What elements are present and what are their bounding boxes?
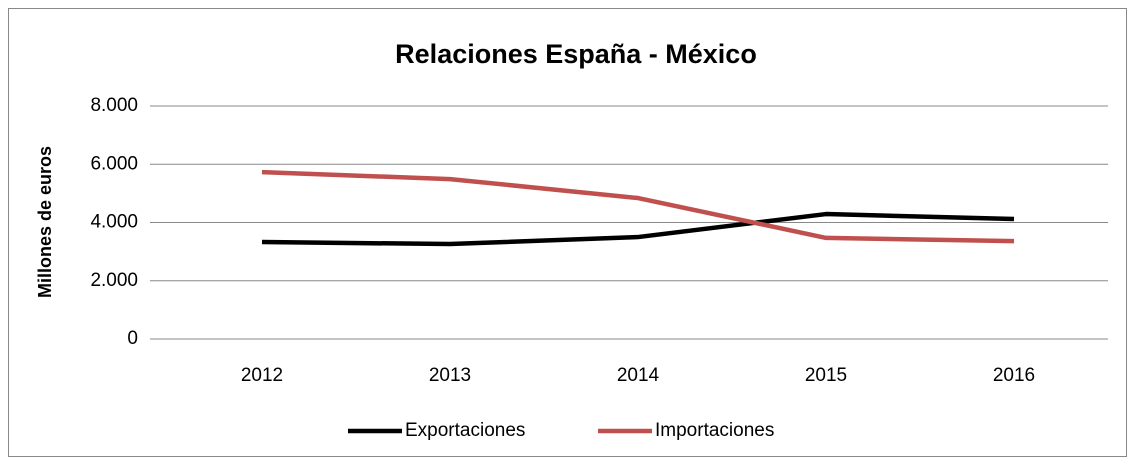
legend-label: Exportaciones: [405, 420, 525, 441]
y-tick-label: 6.000: [90, 153, 138, 174]
series-line: [261, 211, 1015, 247]
legend-label: Importaciones: [655, 420, 774, 441]
chart-title: Relaciones España - México: [395, 39, 757, 69]
x-tick-label: 2015: [805, 365, 847, 386]
chart-border: [8, 8, 1127, 457]
y-tick-label: 4.000: [90, 212, 138, 233]
y-tick-label: 8.000: [90, 95, 138, 116]
y-tick-label: 0: [127, 328, 138, 349]
series-line: [261, 169, 1015, 244]
x-tick-label: 2016: [993, 365, 1035, 386]
x-tick-label: 2014: [617, 365, 660, 386]
y-tick-label: 2.000: [90, 270, 138, 291]
y-axis-title: Millones de euros: [35, 146, 55, 298]
x-tick-label: 2012: [241, 365, 283, 386]
x-tick-label: 2013: [429, 365, 471, 386]
